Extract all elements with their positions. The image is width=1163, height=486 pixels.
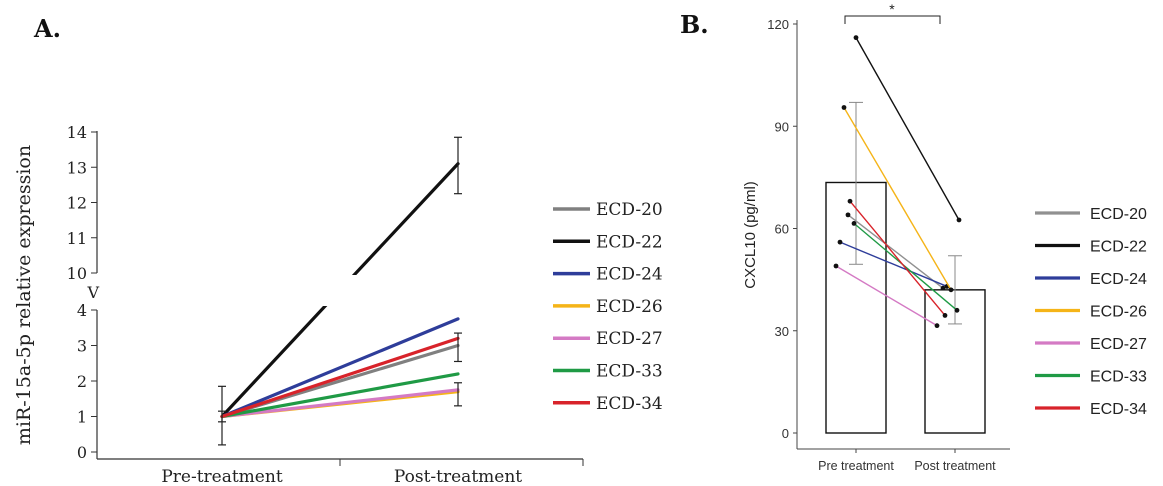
y-tick-label: 10 <box>67 264 87 283</box>
data-point <box>847 198 853 204</box>
data-point <box>841 105 847 110</box>
y-axis-title: CXCL10 (pg/ml) <box>742 181 759 289</box>
legend-label: ECD-24 <box>596 265 663 285</box>
panel-b-label: B. <box>680 10 709 39</box>
panel-a-label: A. <box>34 14 61 43</box>
y-tick-label: 4 <box>77 301 87 320</box>
data-point <box>833 263 839 269</box>
paired-line-ecd-26 <box>843 107 952 291</box>
y-axis-break-mark: V <box>86 283 99 302</box>
legend-label: ECD-34 <box>596 394 663 414</box>
y-tick-label: 60 <box>775 222 789 237</box>
series-line-ecd-27 <box>220 388 460 419</box>
paired-line-ecd-24 <box>839 241 948 288</box>
data-point <box>845 212 851 218</box>
y-tick-label: 14 <box>67 123 87 142</box>
paired-line-ecd-34 <box>849 200 946 316</box>
legend-label: ECD-26 <box>596 297 663 317</box>
data-point <box>954 307 960 313</box>
series-line-ecd-24 <box>220 317 460 419</box>
data-point <box>940 285 946 291</box>
x-tick-label: Post-treatment <box>394 467 522 486</box>
legend-label: ECD-20 <box>1090 206 1147 223</box>
legend-label: ECD-26 <box>1090 304 1147 321</box>
x-tick-label: Pre treatment <box>818 459 894 473</box>
legend-label: ECD-20 <box>596 200 663 220</box>
paired-line-ecd-27 <box>835 265 938 327</box>
series-line-ecd-34 <box>220 336 460 419</box>
y-tick-label: 120 <box>767 17 789 32</box>
y-axis-title: miR-15a-5p relative expression <box>13 145 35 445</box>
x-tick-label: Pre-treatment <box>161 467 282 486</box>
data-point <box>948 287 954 293</box>
legend-label: ECD-27 <box>1090 336 1147 353</box>
data-point <box>956 217 962 223</box>
x-tick-label: Post treatment <box>914 459 996 473</box>
y-tick-label: 0 <box>782 426 789 441</box>
legend-label: ECD-24 <box>1090 271 1147 288</box>
y-tick-label: 0 <box>77 443 87 462</box>
significance-marker: * <box>889 1 895 17</box>
significance-bracket <box>844 15 941 24</box>
y-tick-label: 13 <box>67 158 87 177</box>
y-tick-label: 1 <box>77 408 87 427</box>
legend-label: ECD-22 <box>1090 239 1147 256</box>
data-point <box>934 323 940 329</box>
y-tick-label: 2 <box>77 372 87 391</box>
legend-label: ECD-33 <box>1090 369 1147 386</box>
y-tick-label: 30 <box>775 324 789 339</box>
series-line-ecd-33 <box>220 372 460 419</box>
legend-label: ECD-22 <box>596 232 663 252</box>
data-point <box>837 239 843 245</box>
paired-line-ecd-22 <box>855 37 960 221</box>
axis-break-gap <box>320 275 400 306</box>
legend-label: ECD-34 <box>1090 401 1147 418</box>
legend-label: ECD-33 <box>596 362 663 382</box>
legend-label: ECD-27 <box>596 329 663 349</box>
y-tick-label: 12 <box>67 194 87 213</box>
paired-line-ecd-20 <box>847 214 944 289</box>
data-point <box>851 220 857 226</box>
y-tick-label: 3 <box>77 337 87 356</box>
data-point <box>853 35 859 41</box>
y-tick-label: 90 <box>775 119 789 134</box>
y-tick-label: 11 <box>67 229 87 248</box>
data-point <box>942 313 948 318</box>
